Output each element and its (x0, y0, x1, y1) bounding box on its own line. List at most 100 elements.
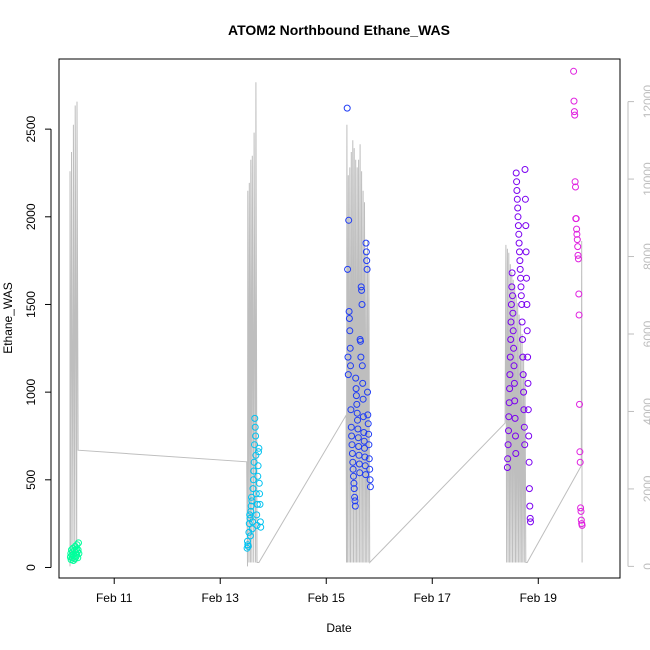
data-point (515, 239, 523, 247)
y2-tick-label: 10000 (641, 162, 650, 196)
series-feb10 (66, 539, 83, 564)
data-point (251, 423, 259, 431)
data-point (361, 444, 368, 452)
data-point (514, 222, 522, 230)
data-point (521, 441, 529, 449)
data-point (524, 353, 532, 361)
data-point (513, 187, 521, 194)
data-point (578, 521, 586, 529)
data-point (353, 409, 361, 417)
data-point (354, 416, 361, 424)
series-feb19 (570, 67, 586, 529)
data-point (504, 455, 512, 463)
data-point (74, 546, 82, 554)
data-point (343, 104, 351, 112)
data-point (526, 502, 534, 510)
data-point (516, 257, 524, 265)
data-point (359, 379, 367, 387)
data-point (75, 539, 82, 547)
data-point (507, 301, 515, 308)
data-point (249, 518, 257, 526)
data-point (366, 483, 374, 491)
data-point (523, 274, 530, 282)
data-point (572, 215, 580, 223)
data-point (254, 472, 262, 480)
data-point (524, 379, 532, 387)
data-point (255, 448, 262, 456)
chart-title: ATOM2 Northbound Ethane_WAS (228, 22, 450, 38)
data-point (514, 213, 522, 221)
plot-frame (58, 58, 621, 579)
data-point (571, 111, 579, 119)
data-point (365, 455, 373, 463)
series-feb13 (243, 414, 265, 552)
y2-tick-label: 4000 (641, 398, 650, 425)
data-point (256, 518, 264, 526)
y2-tick-label: 2000 (641, 475, 650, 502)
data-point (348, 450, 356, 457)
data-point (503, 464, 511, 471)
data-point (243, 544, 251, 552)
data-point (574, 243, 582, 251)
data-point (525, 432, 533, 440)
data-point (347, 362, 354, 370)
data-point (247, 507, 255, 515)
y-tick-label: 2000 (24, 203, 38, 230)
data-point (74, 554, 82, 562)
data-point (512, 432, 519, 440)
data-point (253, 500, 261, 508)
data-point (525, 485, 533, 493)
data-point (520, 423, 528, 431)
data-point (574, 251, 582, 259)
data-point (570, 67, 578, 75)
data-point (508, 283, 516, 291)
data-point (577, 504, 585, 512)
y2-tick-label: 6000 (641, 320, 650, 347)
data-point (576, 448, 584, 456)
data-point (362, 248, 370, 256)
data-point (351, 502, 359, 510)
data-point (360, 437, 368, 445)
data-point (250, 467, 258, 475)
data-point (363, 257, 371, 265)
data-point (348, 432, 356, 440)
y-tick-label: 500 (24, 469, 38, 489)
data-point (573, 225, 581, 233)
y2-axis: 0 2000 4000 6000 8000 10000 12000 (627, 85, 650, 570)
x-axis-label: Date (326, 621, 352, 635)
data-point (573, 236, 581, 244)
data-point (519, 371, 527, 379)
data-point (362, 471, 370, 479)
data-point (345, 308, 353, 315)
data-point (246, 511, 254, 519)
data-point (352, 385, 360, 393)
data-point (254, 462, 262, 470)
x-tick-label: Feb 11 (96, 591, 133, 605)
data-point (252, 490, 260, 498)
data-point (253, 511, 261, 519)
y-tick-label: 2500 (24, 115, 38, 142)
data-point (351, 493, 359, 501)
data-point (517, 292, 525, 300)
data-point (570, 97, 578, 105)
data-point (526, 514, 534, 522)
data-point (73, 541, 81, 549)
data-point (523, 327, 531, 335)
data-point (572, 183, 579, 191)
data-point (75, 550, 83, 557)
data-point (249, 476, 257, 484)
data-point (504, 441, 512, 449)
data-point (509, 309, 517, 317)
data-point (573, 230, 581, 238)
data-point (353, 400, 361, 408)
data-point (508, 269, 516, 277)
data-point (361, 453, 369, 461)
data-point (357, 283, 365, 291)
data-point (363, 265, 371, 273)
data-point (517, 283, 525, 291)
data-point (244, 542, 252, 550)
data-point (350, 472, 357, 480)
data-point (347, 406, 355, 414)
altitude-layer (69, 82, 583, 567)
data-point (509, 292, 516, 300)
